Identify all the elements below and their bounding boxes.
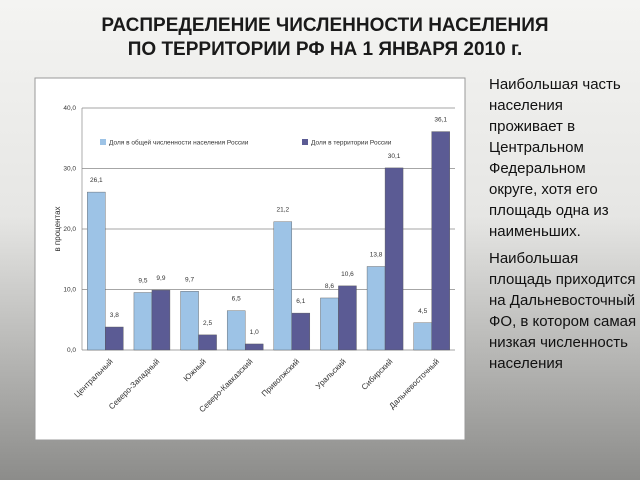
legend-label: Доля в общей численности населения Росси… <box>109 139 249 147</box>
bar <box>87 191 106 351</box>
side-text: Наибольшая часть населения проживает в Ц… <box>489 74 637 380</box>
value-label: 6,1 <box>296 298 305 305</box>
title-line: ПО ТЕРРИТОРИИ РФ НА 1 ЯНВАРЯ 2010 г. <box>127 39 523 60</box>
legend-swatch <box>100 139 106 145</box>
value-label: 6,5 <box>232 296 241 303</box>
value-label: 26,1 <box>90 177 103 184</box>
value-label: 9,9 <box>156 275 165 282</box>
value-label: 36,1 <box>434 117 447 124</box>
y-tick-label: 40,0 <box>63 105 76 112</box>
bar <box>413 322 432 351</box>
bar <box>273 221 293 351</box>
y-tick-label: 20,0 <box>63 226 76 233</box>
bar <box>384 167 404 351</box>
y-tick-label: 0,0 <box>67 347 76 354</box>
bar <box>133 292 153 351</box>
slide-title: РАСПРЕДЕЛЕНИЕ ЧИСЛЕННОСТИ НАСЕЛЕНИЯ ПО Т… <box>40 14 610 62</box>
bar <box>338 285 357 351</box>
value-label: 4,5 <box>418 308 427 315</box>
bar <box>320 297 339 351</box>
bar <box>244 343 264 351</box>
y-axis-label: в процентах <box>53 206 62 251</box>
legend-swatch <box>302 139 308 145</box>
bar <box>105 326 124 351</box>
value-label: 3,8 <box>110 312 119 319</box>
legend-label: Доля в территории России <box>311 140 392 147</box>
value-label: 21,2 <box>276 207 289 214</box>
value-label: 30,1 <box>388 153 401 160</box>
bar <box>291 312 311 351</box>
value-label: 10,6 <box>341 271 354 278</box>
y-tick-label: 30,0 <box>63 166 76 173</box>
title-line: РАСПРЕДЕЛЕНИЕ ЧИСЛЕННОСТИ НАСЕЛЕНИЯ <box>101 15 549 36</box>
value-label: 1,0 <box>250 329 259 336</box>
paragraph: Наибольшая площадь приходится на Дальнев… <box>489 250 637 372</box>
value-label: 9,7 <box>185 276 194 283</box>
bar <box>151 289 171 351</box>
bar <box>226 310 246 351</box>
value-label: 13,8 <box>370 252 383 259</box>
paragraph: Наибольшая часть населения проживает в Ц… <box>489 76 621 240</box>
bar <box>198 334 217 351</box>
y-tick-label: 10,0 <box>63 287 76 294</box>
value-label: 2,5 <box>203 320 212 327</box>
bar <box>366 266 386 351</box>
bar <box>431 131 450 351</box>
bar <box>180 291 199 351</box>
value-label: 9,5 <box>138 278 147 285</box>
value-label: 8,6 <box>325 283 334 290</box>
